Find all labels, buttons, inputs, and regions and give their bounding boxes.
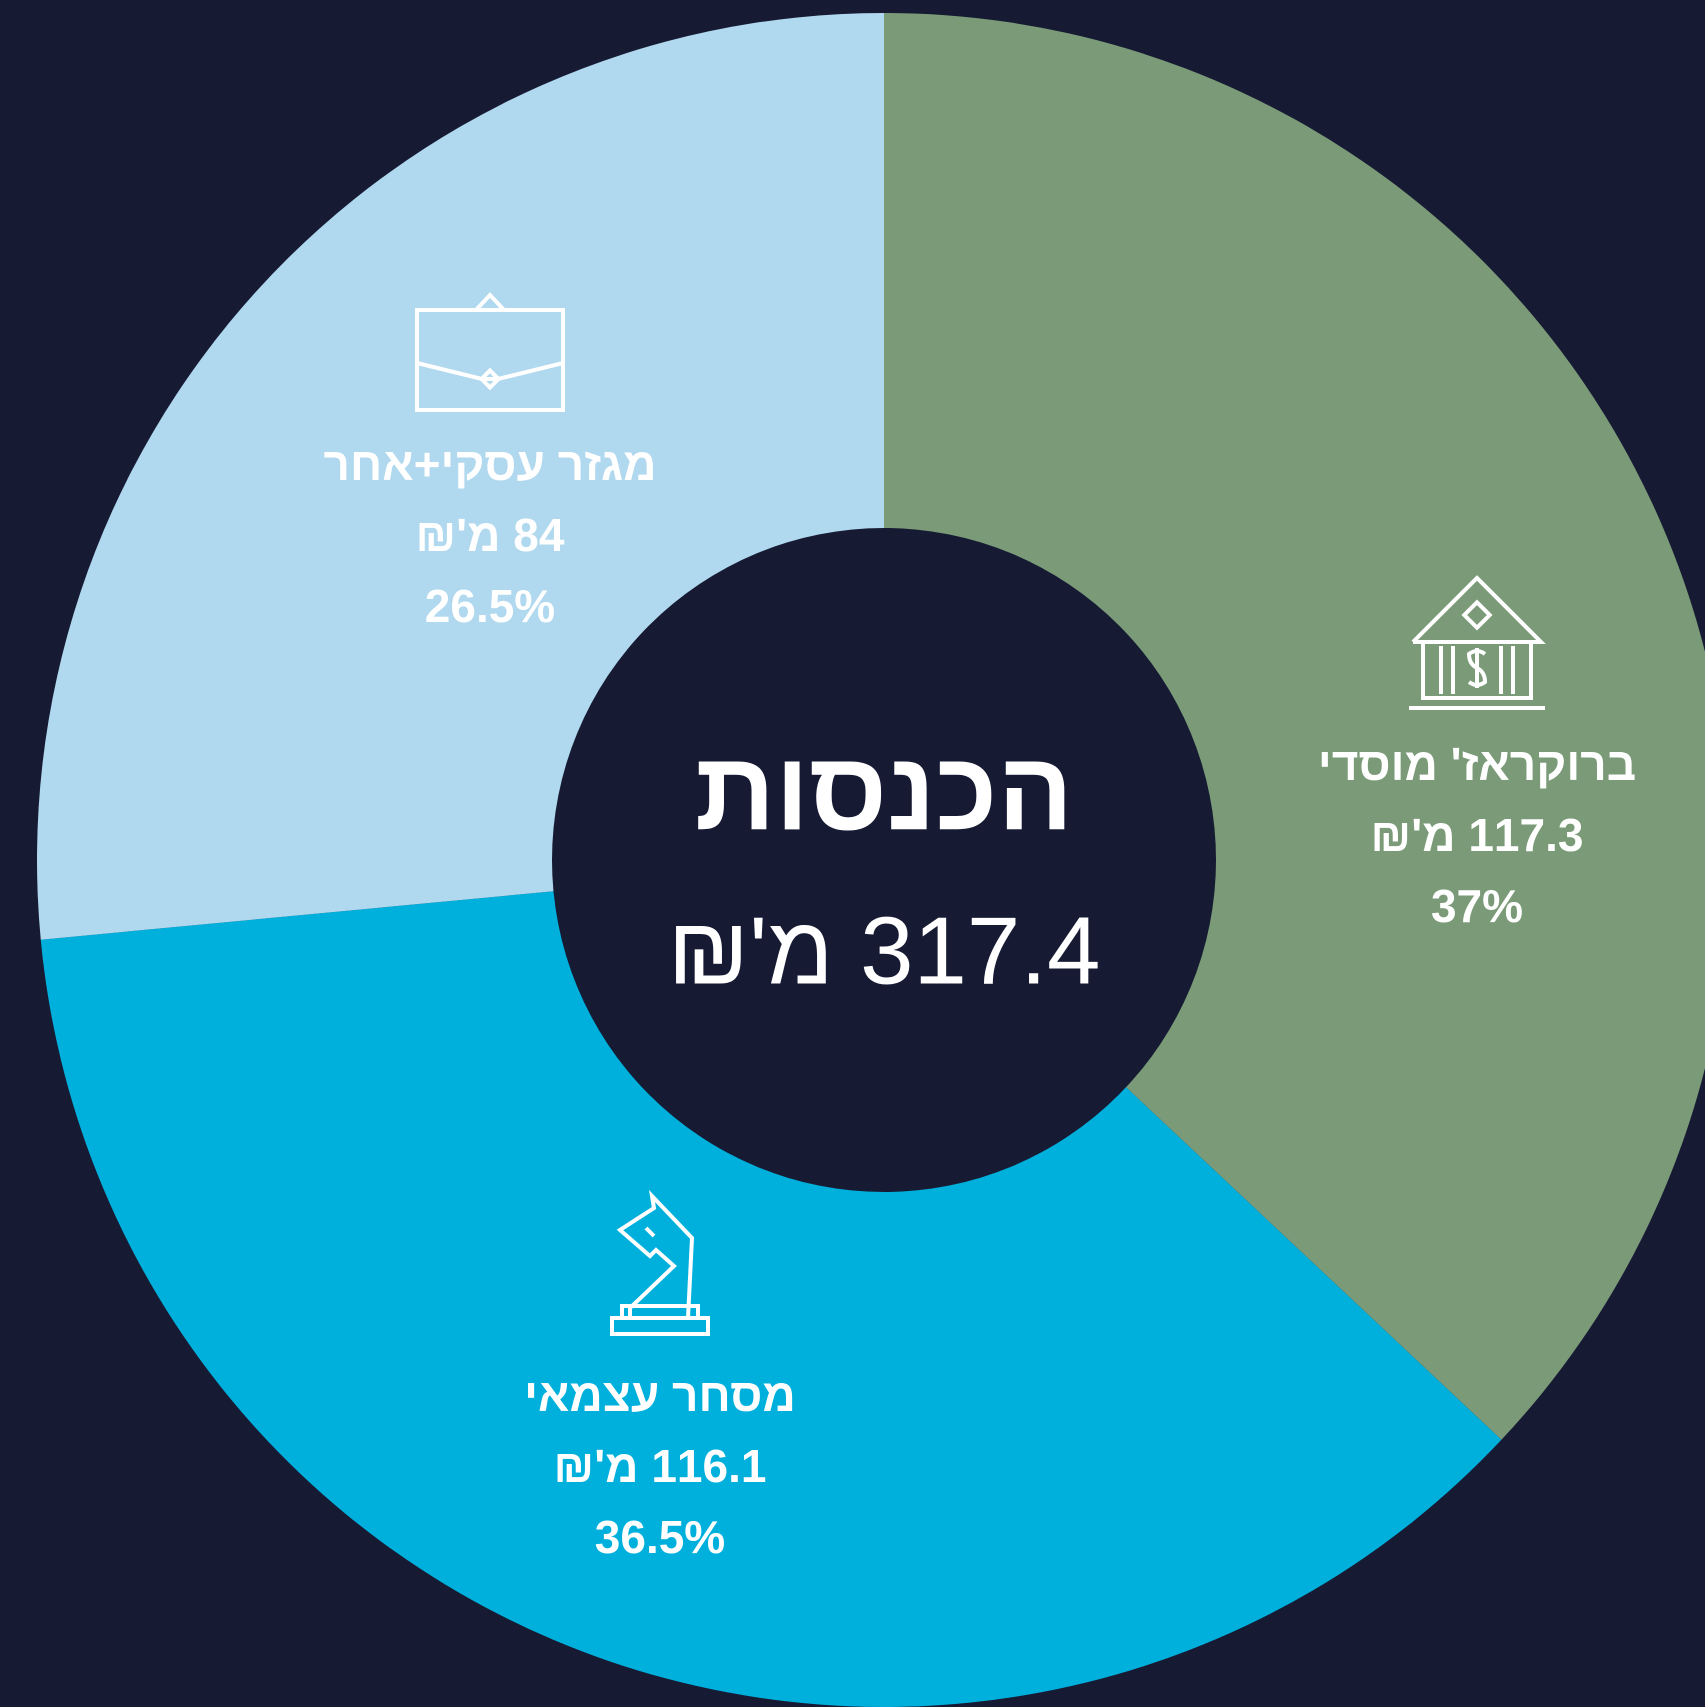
category-label: מסחר עצמאי [524,1369,796,1421]
slice [40,860,1502,1707]
briefcase-icon [415,292,565,412]
amount-label: 117.3 מ'₪ [1371,809,1584,861]
value-label: 37% [1431,880,1523,932]
amount-label: 84 מ'₪ [416,509,565,561]
value-label: 26.5% [425,580,555,632]
knight-icon [610,1189,710,1336]
slice [884,13,1705,1440]
category-label: ברוקראז' מוסדי [1318,738,1636,790]
center-total: 317.4 מ'₪ [668,897,1101,1004]
slices [36,13,1705,1707]
center-title: הכנסות [695,729,1073,854]
amount-label: 116.1 מ'₪ [554,1440,767,1492]
value-label: 36.5% [595,1511,725,1563]
donut-hole [552,528,1216,1192]
category-label: מגזר עסקי+אחר [324,438,657,490]
bank-icon [1409,575,1546,710]
